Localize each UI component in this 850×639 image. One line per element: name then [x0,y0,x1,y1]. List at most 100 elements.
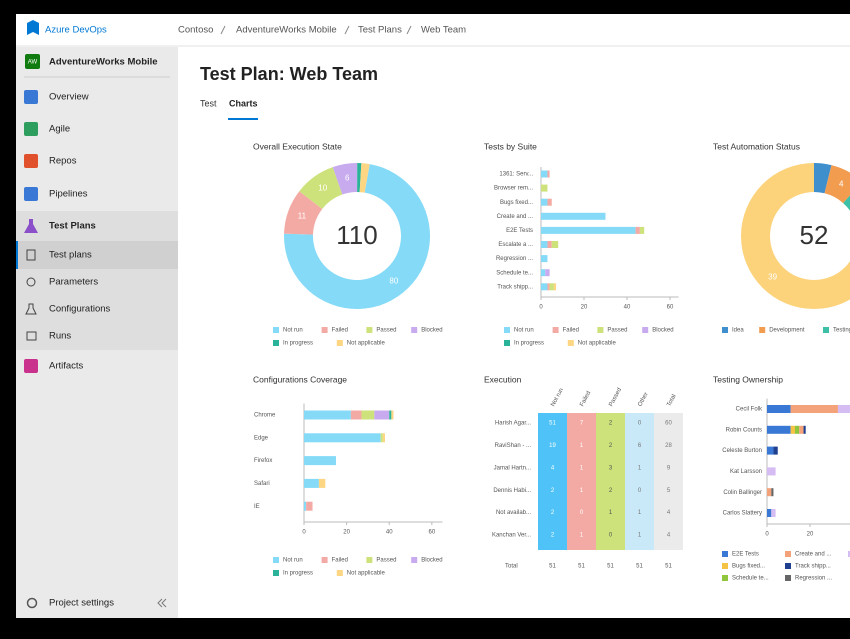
bar-segment [541,212,606,220]
legend-label: Not run [283,558,303,564]
chart-title: Test Automation Status [713,141,800,151]
cell: 0 [638,421,642,427]
bar-segment [382,433,385,443]
cell: 51 [549,421,556,427]
bar-segment [837,405,850,413]
cell: 1 [638,465,642,471]
bar-segment [541,255,548,263]
donut-segment [814,163,832,194]
selected-indicator [16,241,18,269]
breadcrumb[interactable]: Contoso [178,25,213,36]
separator [406,25,412,35]
legend-swatch [642,327,649,333]
bar-segment [767,425,791,434]
bar-segment [541,283,548,291]
legend-swatch [785,575,791,581]
project-badge-bg [25,54,40,69]
row-label: Kanchan Ver... [492,533,531,539]
total-cell: 51 [636,564,643,570]
cell: 1 [580,533,584,539]
bar-segment [635,226,640,234]
nav-item[interactable]: Test Plans [49,221,96,232]
cell: 4 [667,510,671,516]
project-settings[interactable]: Project settings [49,598,114,609]
legend-swatch [273,557,279,563]
nav-subitem[interactable]: Runs [49,331,71,342]
cell: 1 [609,510,613,516]
x-tick-label: 0 [302,530,306,536]
nav-item[interactable]: Agile [49,124,70,135]
legend-swatch [411,327,418,333]
category-label: Celeste Burton [722,448,762,454]
bar-segment [790,425,795,434]
column-header: Total [666,394,677,408]
nav-item[interactable]: Repos [49,156,77,167]
legend-label: Not applicable [347,341,386,347]
legend-label: Failed [332,328,348,334]
bar-segment [773,446,778,455]
cell: 5 [667,488,671,494]
bar-segment [551,241,559,248]
cell: 2 [551,533,555,539]
nav-subitem[interactable]: Parameters [49,277,98,288]
cell: 1 [638,533,642,539]
total-cell: 51 [665,564,672,570]
bar-segment [547,198,552,206]
legend-label: In progress [283,341,313,347]
nav-item[interactable]: Overview [49,92,89,103]
legend-label: Track shipp... [795,564,831,570]
cell: 1 [580,488,584,494]
nav-subitem[interactable]: Configurations [49,304,111,315]
segment-label: 39 [768,272,777,281]
chart-title: Tests by Suite [484,141,537,151]
icon-sub [26,249,36,261]
category-label: Firefox [254,458,272,464]
legend-swatch [321,327,328,333]
bar-segment [541,198,548,206]
category-label: Edge [254,435,269,441]
bar-segment [541,226,636,234]
selected-row [16,241,178,269]
nav-item[interactable]: Pipelines [49,189,88,200]
collapse-button[interactable] [157,598,167,608]
legend-label: Regression ... [795,576,832,582]
chart-title: Testing Ownership [713,374,783,384]
bar-segment [304,410,351,420]
legend-swatch [597,327,604,333]
brand[interactable]: Azure DevOps [45,25,107,36]
legend-label: Passed [376,558,396,564]
project-name[interactable]: AdventureWorks Mobile [49,57,158,68]
breadcrumb[interactable]: Test Plans [358,25,402,36]
bar-segment [767,446,774,455]
bar-segment [790,405,838,413]
row-label: Harish Agar... [495,421,531,427]
row-label: Jamal Hartn... [494,465,532,471]
section-bg [16,211,178,350]
brand-logo[interactable] [27,20,39,35]
nav-item[interactable]: Artifacts [49,361,84,372]
cell: 4 [667,533,671,539]
legend-label: Create and ... [795,552,832,558]
x-tick-label: 60 [667,305,674,311]
legend-label: Testing [833,328,850,334]
bar-segment [541,170,548,178]
legend-swatch [552,327,559,333]
category-label: E2E Tests [506,228,533,234]
icon-agile [24,122,38,136]
nav-subitem[interactable]: Test plans [49,250,92,261]
total-label: Total [505,564,518,570]
chart-title: Overall Execution State [253,141,342,151]
breadcrumb[interactable]: Web Team [421,25,466,36]
tab[interactable]: Test [200,98,217,108]
legend-swatch [273,340,279,346]
tab-selected[interactable]: Charts [229,98,258,108]
category-label: Schedule te... [496,270,533,276]
category-label: Kat Larsson [730,469,762,475]
bar-segment [771,488,774,497]
legend-swatch [785,551,791,557]
bar-segment [306,501,313,511]
breadcrumb[interactable]: AdventureWorks Mobile [236,25,337,36]
bar-segment [553,283,557,291]
